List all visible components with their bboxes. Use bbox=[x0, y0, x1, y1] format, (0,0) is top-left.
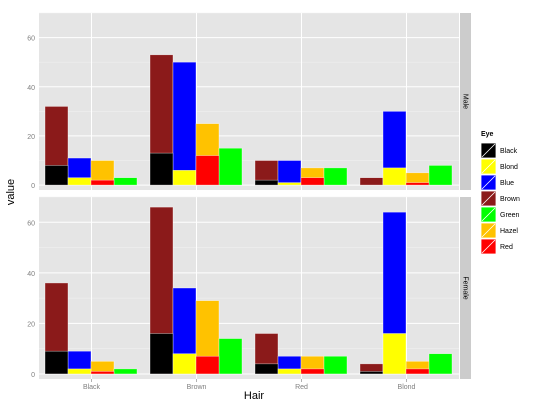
y-tick-label: 20 bbox=[27, 321, 35, 328]
bar-black bbox=[359, 371, 384, 375]
legend-label: Brown bbox=[500, 196, 520, 203]
legend-item-blue: Blue bbox=[480, 174, 514, 191]
bar-black bbox=[44, 350, 69, 375]
legend-item-brown: Brown bbox=[480, 190, 520, 207]
y-tick-label: 40 bbox=[27, 271, 35, 278]
bar-blond bbox=[382, 167, 407, 186]
bar-red bbox=[405, 368, 430, 375]
facet-strip-label: Female bbox=[462, 276, 469, 299]
x-tick-label: Black bbox=[83, 384, 101, 391]
y-tick-label: 0 bbox=[31, 372, 35, 379]
legend-key-slash bbox=[481, 143, 496, 158]
legend-key-slash bbox=[481, 191, 496, 206]
bar-red bbox=[300, 368, 325, 375]
y-tick-label: 60 bbox=[27, 36, 35, 43]
bar-red bbox=[195, 155, 220, 186]
y-axis-title: value bbox=[5, 179, 17, 205]
legend-item-hazel: Hazel bbox=[480, 222, 518, 239]
legend-key-slash bbox=[481, 159, 496, 174]
facets-layer: 0 20 40 60 Male 0 20 40 60 Female bbox=[27, 12, 471, 379]
bar-blond bbox=[277, 182, 302, 186]
legend-label: Black bbox=[500, 148, 518, 155]
legend-item-black: Black bbox=[480, 142, 518, 159]
bar-green bbox=[428, 165, 453, 186]
bar-blond bbox=[67, 368, 92, 375]
bar-blue bbox=[277, 160, 302, 186]
facet-panel-male: 0 20 40 60 Male bbox=[27, 12, 471, 190]
bar-red bbox=[195, 355, 220, 375]
bar-red bbox=[300, 177, 325, 186]
bar-red bbox=[405, 182, 430, 186]
bar-green bbox=[218, 338, 243, 375]
legend-item-red: Red bbox=[480, 238, 513, 255]
legend-label: Blue bbox=[500, 180, 514, 187]
x-axis-title: Hair bbox=[244, 390, 265, 402]
bar-red bbox=[90, 371, 115, 375]
bar-black bbox=[254, 179, 279, 186]
legend-key-slash bbox=[481, 175, 496, 190]
facet-strip bbox=[460, 13, 471, 190]
legend-label: Red bbox=[500, 244, 513, 251]
legend-key-slash bbox=[481, 223, 496, 238]
x-axis: Black Brown Red Blond bbox=[83, 379, 416, 391]
legend-label: Blond bbox=[500, 164, 518, 171]
bar-green bbox=[113, 177, 138, 186]
facet-strip-label: Male bbox=[462, 94, 469, 109]
bar-blond bbox=[67, 177, 92, 186]
bar-black bbox=[149, 152, 174, 186]
bar-green bbox=[113, 368, 138, 375]
legend-item-blond: Blond bbox=[480, 158, 518, 175]
bar-green bbox=[428, 353, 453, 375]
bar-blue bbox=[172, 61, 197, 186]
bar-blond bbox=[277, 368, 302, 375]
x-tick-label: Red bbox=[295, 384, 308, 391]
bar-black bbox=[44, 165, 69, 186]
facet-strip bbox=[460, 197, 471, 379]
y-tick-label: 40 bbox=[27, 85, 35, 92]
legend-item-green: Green bbox=[480, 206, 520, 223]
legend: Eye Black Blond Blue Brown Green Hazel Red bbox=[480, 131, 520, 255]
legend-key-slash bbox=[481, 207, 496, 222]
bar-green bbox=[323, 167, 348, 186]
legend-title: Eye bbox=[481, 131, 494, 138]
bar-red bbox=[90, 179, 115, 186]
x-tick-label: Brown bbox=[187, 384, 207, 391]
bar-blond bbox=[382, 333, 407, 375]
bar-blond bbox=[172, 353, 197, 375]
bar-black bbox=[149, 333, 174, 375]
facet-panel-female: 0 20 40 60 Female bbox=[27, 196, 471, 379]
bar-green bbox=[218, 147, 243, 186]
y-tick-label: 60 bbox=[27, 220, 35, 227]
x-tick-label: Blond bbox=[398, 384, 416, 391]
legend-key-slash bbox=[481, 239, 496, 254]
bar-green bbox=[323, 355, 348, 375]
y-tick-label: 20 bbox=[27, 134, 35, 141]
legend-label: Green bbox=[500, 212, 520, 219]
bar-brown bbox=[359, 177, 384, 186]
legend-label: Hazel bbox=[500, 228, 518, 235]
bar-black bbox=[254, 363, 279, 375]
bar-blond bbox=[172, 170, 197, 186]
y-tick-label: 0 bbox=[31, 183, 35, 190]
